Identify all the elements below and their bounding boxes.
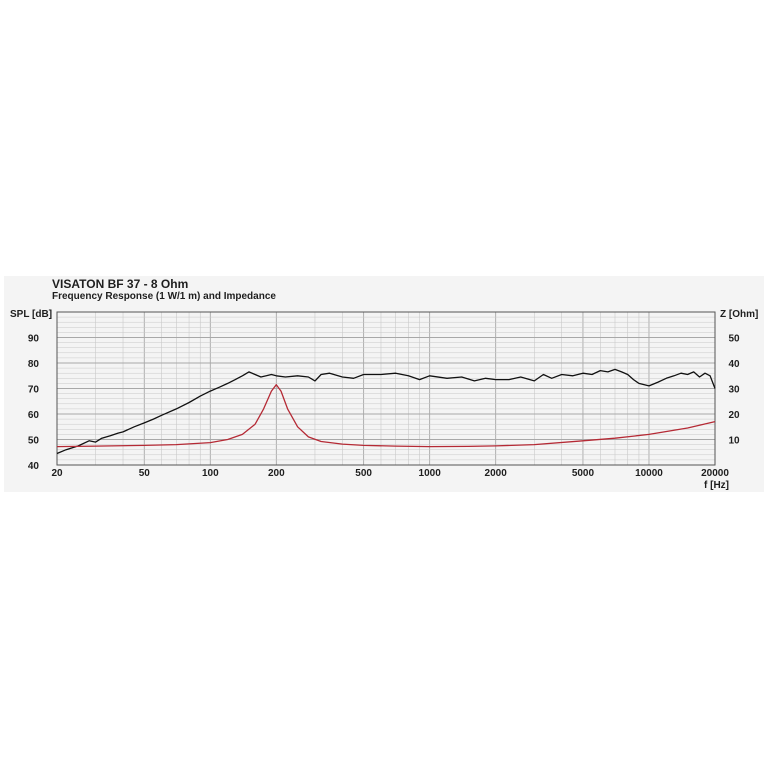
y-left-tick-label: 70 (28, 385, 40, 396)
y-right-tick-label: 20 (728, 410, 740, 421)
y-left-tick-label: 60 (28, 410, 40, 421)
y-left-tick-label: 90 (28, 334, 40, 345)
x-tick-label: 50 (139, 468, 151, 479)
x-tick-label: 2000 (485, 468, 508, 479)
x-tick-label: 1000 (419, 468, 442, 479)
x-tick-label: 500 (355, 468, 372, 479)
series-group (56, 368, 716, 455)
x-tick-label: 20 (51, 468, 63, 479)
y-right-tick-label: 30 (728, 385, 740, 396)
spl-line (56, 368, 716, 455)
y-left-tick-label: 50 (28, 436, 40, 447)
x-tick-label: 20000 (701, 468, 729, 479)
y-right-tick-label: 10 (728, 436, 740, 447)
y-left-tick-label: 40 (28, 461, 40, 472)
y-axis-left-label: SPL [dB] (10, 309, 52, 320)
x-tick-label: 200 (268, 468, 285, 479)
y-right-tick-label: 50 (728, 334, 740, 345)
x-tick-label: 100 (202, 468, 219, 479)
x-tick-label: 5000 (572, 468, 595, 479)
y-left-tick-label: 80 (28, 359, 40, 370)
chart-title: VISATON BF 37 - 8 Ohm (52, 277, 189, 291)
x-axis-label: f [Hz] (704, 480, 729, 491)
chart-subtitle: Frequency Response (1 W/1 m) and Impedan… (52, 291, 276, 302)
tick-labels: 20 50 100 200 500 1000 2000 5000 10000 20000 40 50 6… (28, 334, 740, 480)
impedance-line (56, 384, 716, 448)
y-axis-right-label: Z [Ohm] (720, 309, 758, 320)
grid (57, 312, 715, 465)
x-tick-label: 10000 (635, 468, 663, 479)
y-right-tick-label: 40 (728, 359, 740, 370)
